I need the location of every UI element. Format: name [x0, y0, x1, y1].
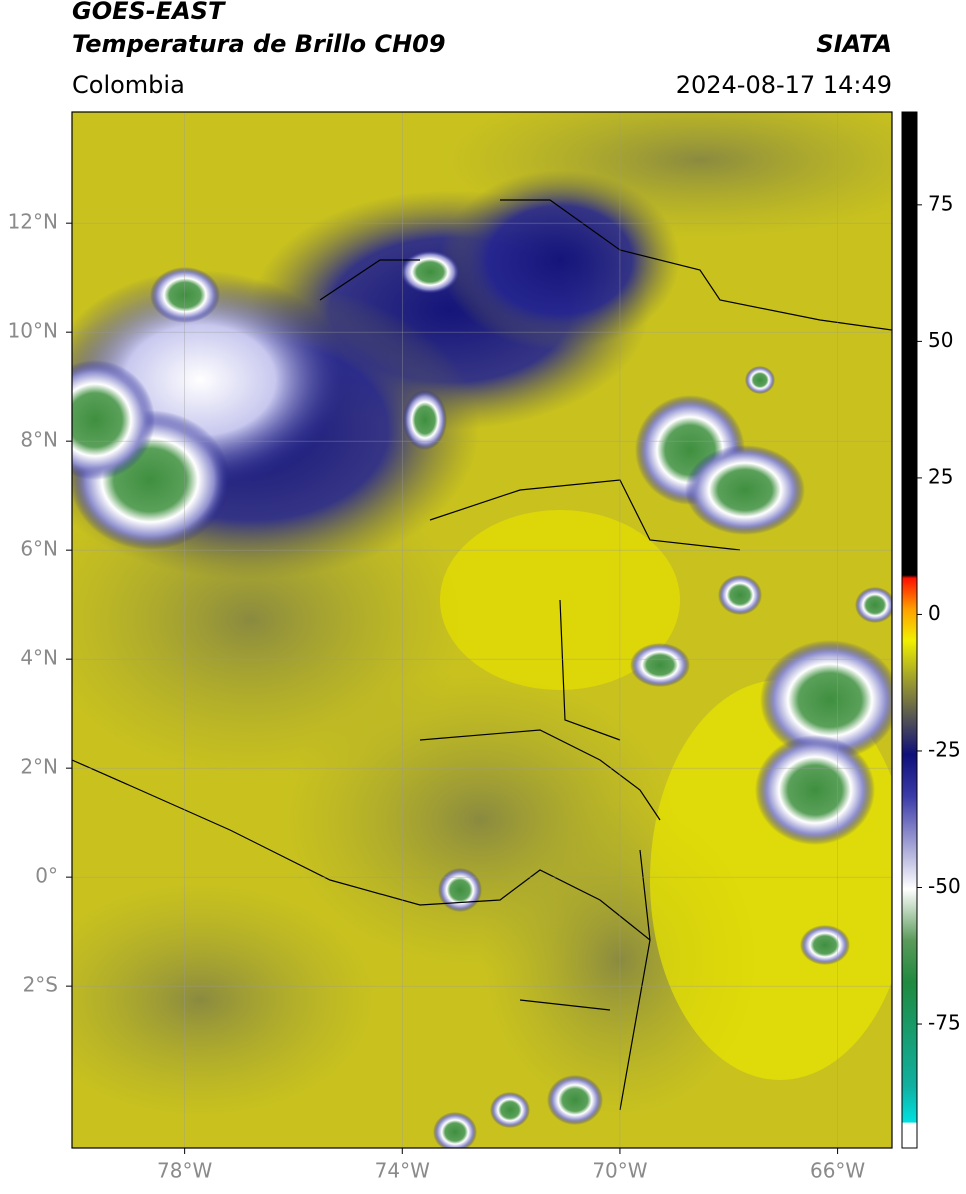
y-tick-label: 2°N	[20, 755, 58, 779]
y-tick-label: 12°N	[8, 210, 58, 234]
satellite-image	[72, 112, 892, 1148]
colorbar-tick-label: 50	[928, 328, 953, 352]
y-tick-label: 4°N	[20, 646, 58, 670]
source: SIATA	[816, 30, 892, 58]
map-frame	[71, 111, 893, 1149]
colorbar-tick-label: -50	[928, 874, 961, 898]
colorbar-tick-label: -25	[928, 737, 961, 761]
colorbar-tick-label: -75	[928, 1011, 961, 1035]
grid	[72, 112, 892, 1148]
colorbar-tick-label: 75	[928, 191, 953, 215]
colorbar	[901, 111, 918, 1149]
colorbar-tick-label: 0	[928, 601, 941, 625]
datetime: 2024-08-17 14:49	[676, 71, 892, 99]
x-tick-label: 66°W	[810, 1159, 865, 1183]
title: GOES-EAST	[72, 0, 226, 25]
y-tick-label: 8°N	[20, 428, 58, 452]
y-tick-label: 6°N	[20, 537, 58, 561]
y-tick-label: 0°	[35, 864, 58, 888]
colorbar-tick-label: 25	[928, 464, 953, 488]
region: Colombia	[72, 71, 185, 99]
y-tick-label: 10°N	[8, 319, 58, 343]
x-tick-label: 70°W	[592, 1159, 647, 1183]
x-tick-label: 74°W	[375, 1159, 430, 1183]
y-tick-label: 2°S	[23, 973, 58, 997]
subtitle: Temperatura de Brillo CH09	[72, 30, 446, 58]
x-tick-label: 78°W	[157, 1159, 212, 1183]
